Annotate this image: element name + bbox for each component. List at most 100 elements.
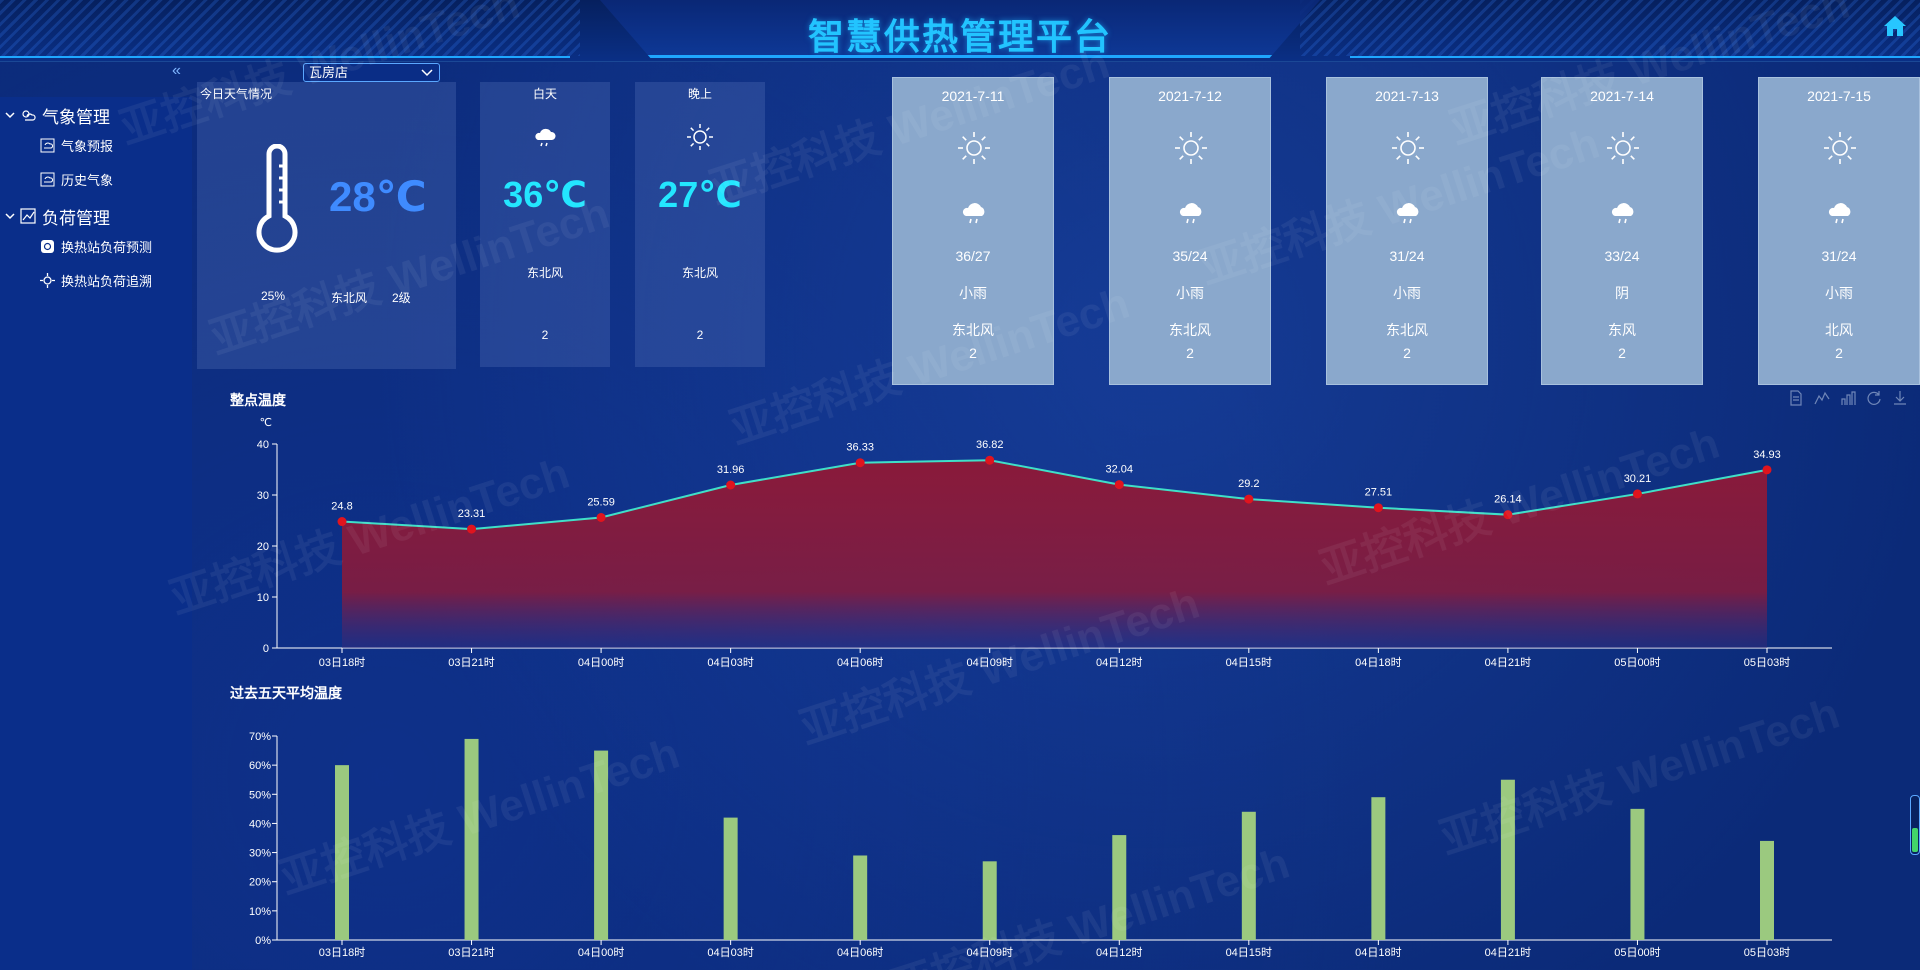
light-rain-icon — [1179, 203, 1202, 224]
sun-icon — [1175, 132, 1207, 164]
today-weather-panel: 今日天气情况 28℃ 25% 东北风 2级 — [197, 82, 456, 369]
today-weather-title: 今日天气情况 — [200, 87, 273, 101]
forecast-condition: 小雨 — [1825, 285, 1853, 301]
refresh-icon[interactable] — [1866, 390, 1882, 406]
weather-icon — [22, 110, 36, 121]
download-icon[interactable] — [1892, 390, 1908, 406]
forecast-date: 2021-7-15 — [1807, 88, 1871, 104]
sidebar-collapse-button[interactable]: « — [172, 62, 181, 79]
header-decoration-left — [0, 0, 580, 56]
header-line-right — [1350, 56, 1920, 58]
daytime-temperature: 36℃ — [503, 174, 587, 215]
avg-temp-bar — [594, 750, 609, 940]
y-tick-label: 60% — [249, 760, 271, 772]
sidebar-item-load-trace[interactable]: 换热站负荷追溯 — [0, 263, 192, 297]
forecast-card[interactable]: 2021-7-11 36/27 小雨 东北风 2 — [892, 77, 1054, 385]
forecast-temp-range: 36/27 — [955, 248, 991, 264]
night-panel: 晚上 27℃ 东北风 2 — [635, 82, 765, 367]
trace-icon — [40, 272, 55, 288]
header-decoration-right — [1300, 0, 1920, 56]
avg-temp-bar — [1241, 811, 1256, 940]
avg-temp-bar — [464, 738, 479, 940]
forecast-date: 2021-7-14 — [1590, 88, 1654, 104]
sidebar-item-label: 换热站负荷追溯 — [61, 273, 153, 289]
forecast-wind: 东北风 — [1169, 322, 1211, 338]
today-wind-level: 2级 — [392, 291, 411, 305]
avg-temp-bar — [723, 817, 738, 940]
city-select[interactable]: 瓦房店 — [303, 63, 440, 82]
avg-temp-bar — [1371, 797, 1386, 940]
sun-icon — [1607, 132, 1639, 164]
sidebar-item-forecast[interactable]: 气象预报 — [0, 128, 192, 162]
x-tick-label: 04日15时 — [1226, 656, 1272, 669]
home-icon[interactable] — [1882, 14, 1908, 38]
forecast-card[interactable]: 2021-7-12 35/24 小雨 东北风 2 — [1109, 77, 1271, 385]
light-rain-icon — [962, 203, 985, 224]
forecast-card[interactable]: 2021-7-13 31/24 小雨 东北风 2 — [1326, 77, 1488, 385]
forecast-icon — [40, 138, 55, 152]
y-tick-label: 40 — [257, 439, 269, 451]
daytime-wind: 东北风 — [526, 266, 563, 280]
x-tick-label: 04日09时 — [966, 656, 1012, 669]
sidebar-item-label: 换热站负荷预测 — [61, 239, 153, 255]
sidebar-group-head-weather[interactable]: 气象管理 — [0, 102, 192, 128]
title-plate — [600, 0, 1320, 58]
avg-temp-bar — [335, 765, 349, 940]
y-tick-label: 40% — [249, 818, 271, 830]
temperature-data-label: 36.82 — [976, 439, 1004, 451]
thermometer-icon — [256, 144, 298, 253]
night-wind: 东北风 — [681, 266, 718, 280]
line-chart-icon[interactable] — [1814, 390, 1830, 406]
x-tick-label: 04日06时 — [837, 946, 883, 959]
avg-temp-bar — [853, 855, 868, 940]
sidebar-group-label: 负荷管理 — [42, 208, 110, 228]
x-tick-label: 04日06时 — [837, 656, 883, 669]
history-icon — [40, 172, 55, 186]
temperature-area — [342, 460, 1767, 648]
sidebar-group-label: 气象管理 — [42, 107, 110, 127]
temperature-data-label: 32.04 — [1106, 464, 1134, 476]
forecast-wind: 北风 — [1825, 322, 1853, 338]
night-wind-level: 2 — [696, 328, 704, 342]
forecast-wind: 东风 — [1608, 322, 1636, 338]
light-rain-icon — [1396, 203, 1419, 224]
x-tick-label: 05日00时 — [1614, 656, 1660, 669]
forecast-condition: 阴 — [1615, 285, 1629, 301]
y-tick-label: 0 — [263, 643, 269, 655]
data-view-icon[interactable] — [1788, 390, 1804, 406]
sidebar-item-history[interactable]: 历史气象 — [0, 162, 192, 196]
today-wind: 东北风 — [331, 291, 368, 305]
light-rain-icon — [535, 128, 556, 147]
avg-temp-title: 过去五天平均温度 — [230, 685, 342, 701]
forecast-date: 2021-7-12 — [1158, 88, 1222, 104]
city-select-value: 瓦房店 — [309, 65, 349, 80]
scroll-indicator[interactable] — [1910, 795, 1920, 855]
forecast-wind-level: 2 — [1186, 345, 1194, 361]
light-rain-icon — [1611, 203, 1634, 224]
y-tick-label: 20 — [257, 541, 269, 553]
forecast-card[interactable]: 2021-7-14 33/24 阴东风 2 — [1541, 77, 1703, 385]
chart-icon — [20, 208, 36, 224]
forecast-temp-range: 35/24 — [1172, 248, 1208, 264]
forecast-condition: 小雨 — [1393, 285, 1421, 301]
header: 智慧供热管理平台 — [0, 0, 1920, 62]
temperature-data-label: 36.33 — [846, 442, 874, 454]
forecast-date: 2021-7-11 — [941, 88, 1005, 104]
daytime-title: 白天 — [532, 87, 557, 101]
bar-chart-icon[interactable] — [1840, 390, 1856, 406]
daytime-wind-level: 2 — [541, 328, 549, 342]
forecast-card[interactable]: 2021-7-15 31/24 小雨 北风 2 — [1758, 77, 1920, 385]
y-axis-unit: ℃ — [260, 417, 272, 429]
x-tick-label: 04日12时 — [1096, 656, 1142, 669]
x-tick-label: 04日03时 — [707, 946, 753, 959]
temperature-point — [726, 480, 736, 490]
hourly-temp-chart: ℃ 0 10 20 30 40 24.8 03日18时 23.31 03日21时 25.59 04日0… — [257, 417, 1832, 669]
sun-icon — [958, 132, 990, 164]
sidebar-group-load: 负荷管理 换热站负荷预测 换热站负荷追溯 — [0, 203, 192, 297]
y-tick-label: 20% — [249, 877, 271, 889]
temperature-data-label: 25.59 — [587, 496, 615, 508]
temperature-data-label: 26.14 — [1494, 494, 1522, 506]
x-tick-label: 05日00时 — [1614, 946, 1660, 959]
sidebar-group-head-load[interactable]: 负荷管理 — [0, 203, 192, 229]
sidebar-item-load-predict[interactable]: 换热站负荷预测 — [0, 229, 192, 263]
